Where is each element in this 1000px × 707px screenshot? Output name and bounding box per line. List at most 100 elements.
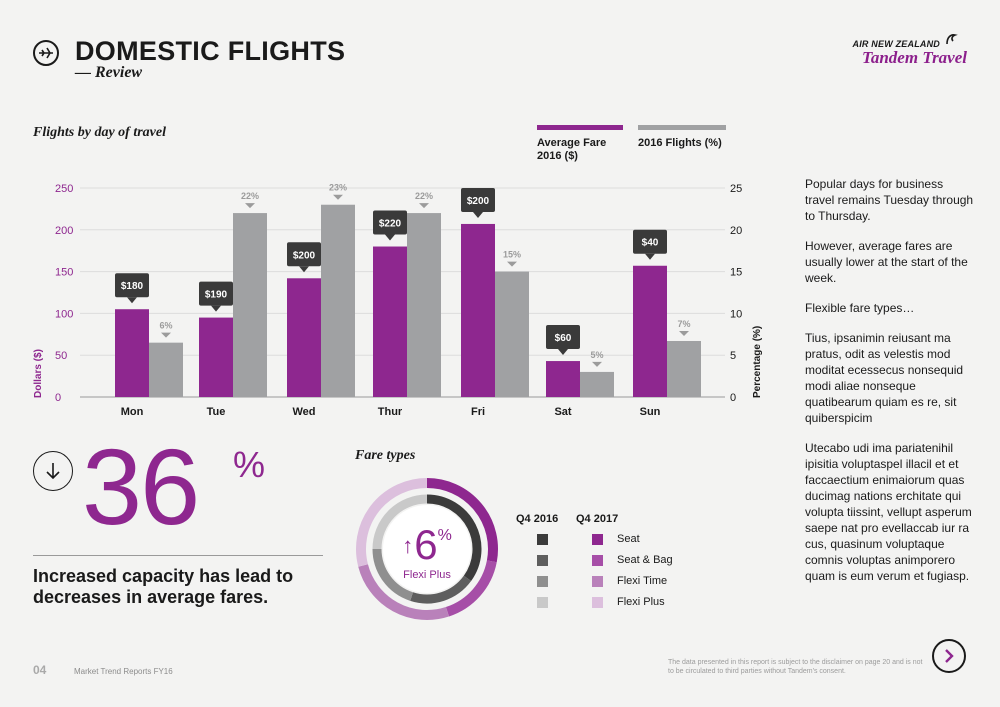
donut-value: 6 — [414, 521, 438, 568]
arrow-down-icon — [33, 451, 73, 491]
fare-callout — [546, 325, 580, 350]
legend-swatch-2016 — [537, 555, 548, 566]
pct-marker — [592, 361, 602, 367]
flights-bar — [580, 371, 614, 397]
y-tick-label: 200 — [55, 225, 73, 237]
fare-value-label: $180 — [121, 281, 144, 292]
legend-swatch-2017 — [592, 576, 603, 587]
legend-col-2016: Q4 2016 — [516, 513, 559, 525]
callout-pointer — [558, 349, 568, 356]
callout-pointer — [645, 253, 655, 260]
brand-name: Tandem Travel — [862, 48, 967, 67]
fare-value-label: $60 — [555, 333, 572, 344]
flights-bar — [321, 204, 355, 397]
legend-col-2017: Q4 2017 — [576, 513, 619, 525]
flights-value-label: 23% — [329, 183, 347, 193]
flights-bar — [495, 271, 529, 397]
y-tick-label: 150 — [55, 267, 73, 279]
y-tick-label: 100 — [55, 308, 73, 320]
y-axis-title: Dollars ($) — [33, 349, 44, 398]
chart-title: Flights by day of travel — [33, 125, 166, 140]
callout-pointer — [473, 211, 483, 218]
fare-bar — [287, 278, 321, 397]
flights-bar — [667, 340, 701, 397]
fare-bar — [461, 223, 495, 397]
donut-segment — [358, 564, 449, 620]
y-tick-label: 250 — [55, 183, 73, 195]
y2-axis-title: Percentage (%) — [752, 326, 763, 398]
y-tick-label: 50 — [55, 350, 67, 362]
legend-swatch-2017 — [592, 555, 603, 566]
flights-value-label: 22% — [241, 191, 259, 201]
pct-marker — [507, 261, 517, 267]
side-text: Popular days for business travel remains… — [805, 176, 975, 598]
brand-airline: AIR NEW ZEALAND — [852, 39, 940, 49]
legend-flights-label: 2016 Flights (%) — [638, 137, 722, 149]
flights-value-label: 5% — [590, 350, 603, 360]
flights-bar — [407, 213, 441, 397]
stat-caption: Increased capacity has lead to decreases… — [33, 566, 294, 607]
fare-type-label: Flexi Time — [617, 575, 668, 587]
fare-types-title: Fare types — [355, 448, 416, 463]
fare-value-label: $220 — [379, 219, 402, 230]
stat-percent: % — [233, 444, 266, 485]
fare-value-label: $200 — [467, 196, 490, 207]
donut-hole — [383, 505, 471, 593]
y2-tick-label: 25 — [730, 183, 742, 195]
legend-swatch-2016 — [537, 597, 548, 608]
legend-swatch-2016 — [537, 576, 548, 587]
fare-callout — [461, 187, 495, 212]
report-name: Market Trend Reports FY16 — [74, 667, 173, 676]
arrow-up-icon: ↑ — [402, 533, 414, 558]
pct-marker — [419, 203, 429, 209]
fare-value-label: $40 — [642, 238, 659, 249]
x-tick-label: Sat — [554, 406, 571, 418]
callout-pointer — [211, 305, 221, 312]
y2-tick-label: 5 — [730, 350, 736, 362]
fare-bar — [199, 317, 233, 397]
flights-value-label: 6% — [159, 321, 172, 331]
pct-marker — [679, 330, 689, 336]
donut-segment — [445, 560, 497, 617]
divider — [33, 555, 323, 556]
bar-chart: 0 0 50 5 100 10 150 15 200 20 250 25 Dollars ($) Perc… — [33, 183, 763, 418]
page-title: DOMESTIC FLIGHTS — [75, 36, 346, 66]
fare-bar — [373, 246, 407, 397]
callout-pointer — [127, 297, 137, 304]
flights-bar — [233, 213, 267, 397]
page-number: 04 — [33, 663, 47, 677]
fare-bar — [115, 309, 149, 397]
legend-flights-swatch — [638, 125, 726, 130]
flights-value-label: 15% — [503, 250, 521, 260]
legend-fare-swatch — [537, 125, 623, 130]
legend-swatch-2017 — [592, 534, 603, 545]
flights-value-label: 22% — [415, 191, 433, 201]
side-paragraph: Flexible fare types… — [805, 301, 915, 315]
donut-center: ↑ 6 % Flexi Plus — [355, 477, 499, 621]
side-paragraph: Utecabo udi ima pariatenihil ipisitia vo… — [805, 441, 972, 583]
y2-tick-label: 20 — [730, 225, 742, 237]
x-tick-label: Fri — [471, 406, 485, 418]
stat-value: 36 — [82, 426, 200, 547]
fare-callout — [633, 229, 667, 254]
fare-bar — [546, 361, 580, 397]
legend-swatch-2016 — [537, 534, 548, 545]
flights-bar — [149, 342, 183, 397]
side-paragraph: Popular days for business travel remains… — [805, 177, 974, 223]
pct-marker — [161, 332, 171, 338]
koru-icon — [944, 32, 958, 51]
fare-type-label: Flexi Plus — [617, 596, 665, 608]
x-tick-label: Mon — [121, 406, 144, 418]
fare-donut-chart — [356, 478, 498, 620]
next-page-button[interactable] — [932, 639, 966, 673]
fare-type-label: Seat — [617, 533, 640, 545]
legend-swatch-2017 — [592, 597, 603, 608]
donut-unit: % — [437, 527, 452, 544]
side-paragraph: Tius, ipsanimin reiusant ma pratus, odit… — [805, 331, 964, 425]
fare-bar — [633, 265, 667, 397]
donut-segment — [426, 494, 482, 581]
chevron-right-icon — [945, 649, 954, 663]
fare-callout — [373, 210, 407, 235]
callout-pointer — [299, 266, 309, 273]
side-paragraph: However, average fares are usually lower… — [805, 239, 968, 285]
